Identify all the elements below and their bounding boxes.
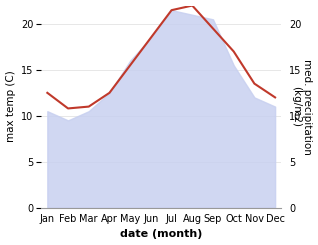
Y-axis label: med. precipitation
(kg/m2): med. precipitation (kg/m2)	[291, 59, 313, 155]
Y-axis label: max temp (C): max temp (C)	[5, 71, 16, 143]
X-axis label: date (month): date (month)	[120, 230, 203, 239]
